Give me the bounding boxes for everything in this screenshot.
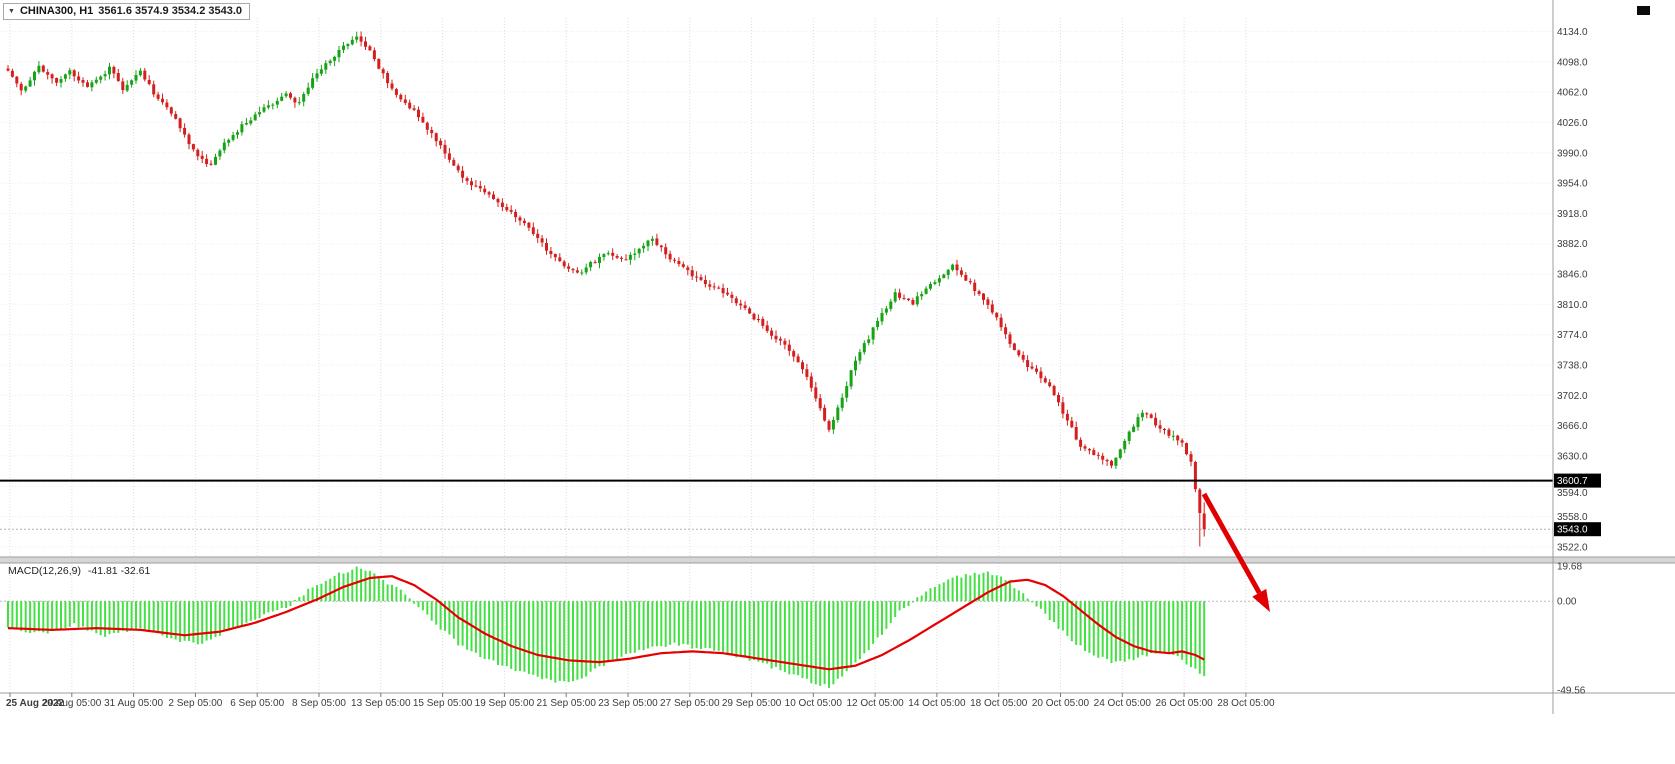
- svg-text:13 Sep 05:00: 13 Sep 05:00: [351, 698, 411, 709]
- svg-text:2 Sep 05:00: 2 Sep 05:00: [168, 698, 222, 709]
- price-marker-tags: 3600.7 3543.0: [1554, 473, 1601, 537]
- svg-text:3846.0: 3846.0: [1557, 270, 1588, 281]
- svg-text:10 Oct 05:00: 10 Oct 05:00: [785, 698, 843, 709]
- symbol-selector[interactable]: ▼ CHINA300, H1 3561.6 3574.9 3534.2 3543…: [3, 3, 251, 20]
- svg-text:23 Sep 05:00: 23 Sep 05:00: [598, 698, 658, 709]
- svg-text:19 Sep 05:00: 19 Sep 05:00: [475, 698, 535, 709]
- trend-arrow-annotation[interactable]: [1201, 492, 1270, 612]
- svg-text:25 Aug 2022: 25 Aug 2022: [6, 698, 64, 709]
- price-axis-labels: 4134.0 4098.0 4062.0 4026.0 3990.0 3954.0 3918…: [1557, 27, 1588, 553]
- hline-price-tag: [1554, 473, 1601, 488]
- dropdown-arrow-icon: ▼: [8, 7, 15, 15]
- svg-text:3990.0: 3990.0: [1557, 148, 1588, 159]
- macd-layer: [0, 566, 1553, 688]
- svg-text:18 Oct 05:00: 18 Oct 05:00: [970, 698, 1028, 709]
- macd-signal-line: [7, 575, 1205, 671]
- svg-text:3543.0: 3543.0: [1557, 525, 1588, 536]
- svg-text:20 Oct 05:00: 20 Oct 05:00: [1032, 698, 1090, 709]
- macd-histogram: [7, 566, 1206, 688]
- svg-text:29 Sep 05:00: 29 Sep 05:00: [722, 698, 782, 709]
- svg-text:15 Sep 05:00: 15 Sep 05:00: [413, 698, 473, 709]
- svg-text:3954.0: 3954.0: [1557, 179, 1588, 190]
- svg-text:3594.0: 3594.0: [1557, 488, 1588, 499]
- svg-text:3774.0: 3774.0: [1557, 330, 1588, 341]
- macd-axis-labels: 19.68 0.00 -49.56: [1557, 562, 1586, 697]
- svg-text:26 Oct 05:00: 26 Oct 05:00: [1155, 698, 1213, 709]
- svg-text:3630.0: 3630.0: [1557, 451, 1588, 462]
- corner-marker: [1637, 6, 1650, 15]
- svg-text:3810.0: 3810.0: [1557, 300, 1588, 311]
- svg-text:3918.0: 3918.0: [1557, 209, 1588, 220]
- svg-text:8 Sep 05:00: 8 Sep 05:00: [292, 698, 346, 709]
- svg-text:6 Sep 05:00: 6 Sep 05:00: [230, 698, 284, 709]
- svg-text:28 Oct 05:00: 28 Oct 05:00: [1217, 698, 1275, 709]
- svg-text:12 Oct 05:00: 12 Oct 05:00: [846, 698, 904, 709]
- svg-text:21 Sep 05:00: 21 Sep 05:00: [536, 698, 596, 709]
- svg-text:3738.0: 3738.0: [1557, 361, 1588, 372]
- svg-text:3600.7: 3600.7: [1557, 476, 1588, 487]
- svg-text:3702.0: 3702.0: [1557, 391, 1588, 402]
- svg-text:27 Sep 05:00: 27 Sep 05:00: [660, 698, 720, 709]
- ohlc-values: 3561.6 3574.9 3534.2 3543.0: [98, 5, 243, 17]
- svg-text:-49.56: -49.56: [1557, 686, 1586, 697]
- indicator-values: -41.81 -32.61: [87, 565, 151, 577]
- svg-text:4062.0: 4062.0: [1557, 88, 1588, 99]
- svg-text:19.68: 19.68: [1557, 562, 1582, 573]
- svg-text:3522.0: 3522.0: [1557, 542, 1588, 553]
- svg-text:29 Aug 05:00: 29 Aug 05:00: [42, 698, 101, 709]
- svg-text:3558.0: 3558.0: [1557, 512, 1588, 523]
- symbol-timeframe-label: CHINA300, H1: [19, 5, 94, 17]
- current-price-tag: [1554, 522, 1601, 537]
- grid-layer: [0, 18, 1553, 693]
- panel-separators: [0, 0, 1675, 714]
- indicator-name: MACD(12,26,9): [8, 565, 81, 577]
- svg-text:3666.0: 3666.0: [1557, 421, 1588, 432]
- svg-text:4026.0: 4026.0: [1557, 118, 1588, 129]
- svg-text:0.00: 0.00: [1557, 597, 1577, 608]
- svg-text:24 Oct 05:00: 24 Oct 05:00: [1094, 698, 1152, 709]
- svg-text:31 Aug 05:00: 31 Aug 05:00: [104, 698, 163, 709]
- svg-text:14 Oct 05:00: 14 Oct 05:00: [908, 698, 966, 709]
- indicator-label: MACD(12,26,9) -41.81 -32.61: [8, 565, 150, 577]
- svg-text:4098.0: 4098.0: [1557, 57, 1588, 68]
- candles-layer: [6, 31, 1206, 547]
- svg-text:3882.0: 3882.0: [1557, 239, 1588, 250]
- svg-text:4134.0: 4134.0: [1557, 27, 1588, 38]
